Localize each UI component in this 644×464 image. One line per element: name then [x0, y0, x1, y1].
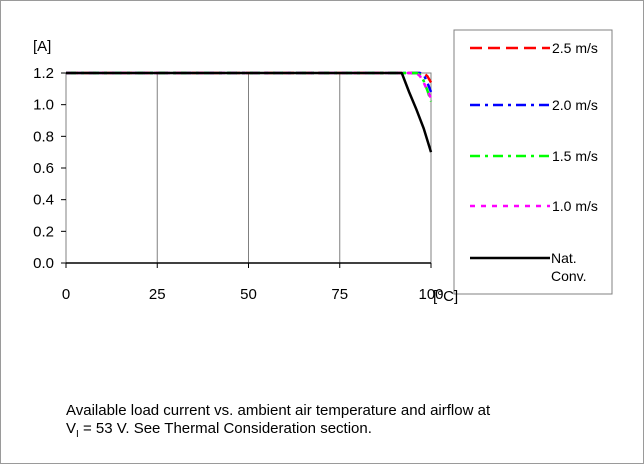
legend-label: Conv. — [551, 268, 587, 284]
y-tick-label: 0.4 — [33, 192, 54, 209]
series-lines — [66, 71, 433, 153]
figure-caption: Available load current vs. ambient air t… — [66, 402, 586, 444]
axes: 0 25 50 75 100 0.0 0.2 0.4 0.6 0.8 1.0 1.2 — [33, 65, 443, 303]
x-tick-label: 25 — [149, 286, 166, 303]
legend-label: 2.5 m/s — [552, 40, 598, 56]
caption-voltage-symbol: V — [66, 420, 77, 437]
series-line — [66, 71, 433, 153]
x-tick-label: 100 — [418, 286, 443, 303]
caption-line-1: Available load current vs. ambient air t… — [66, 402, 491, 419]
caption-voltage-text: = 53 V. See Thermal Consideration sectio… — [78, 420, 372, 437]
y-tick-label: 0.6 — [33, 160, 54, 177]
grid-lines — [156, 73, 341, 263]
caption-line-2: VI = 53 V. See Thermal Consideration sec… — [66, 420, 586, 444]
x-tick-label: 50 — [240, 286, 257, 303]
x-tick-label: 75 — [331, 286, 348, 303]
y-tick-label: 1.0 — [33, 97, 54, 114]
x-tick-label: 0 — [62, 286, 70, 303]
y-tick-label: 0.8 — [33, 128, 54, 145]
y-tick-label: 0.2 — [33, 223, 54, 240]
legend-label: 2.0 m/s — [552, 97, 598, 113]
legend-label: 1.5 m/s — [552, 148, 598, 164]
y-axis-label: [A] — [33, 38, 51, 55]
y-tick-label: 1.2 — [33, 65, 54, 82]
legend-box — [453, 29, 613, 295]
legend-label: Nat. — [551, 250, 577, 266]
caption-voltage-subscript: I — [76, 429, 79, 440]
x-axis-label: [°C] — [433, 288, 458, 305]
y-tick-label: 0.0 — [33, 255, 54, 272]
legend-label: 1.0 m/s — [552, 198, 598, 214]
legend: 2.5 m/s 2.0 m/s 1.5 m/s 1.0 m/s Nat. Conv. — [470, 40, 598, 284]
